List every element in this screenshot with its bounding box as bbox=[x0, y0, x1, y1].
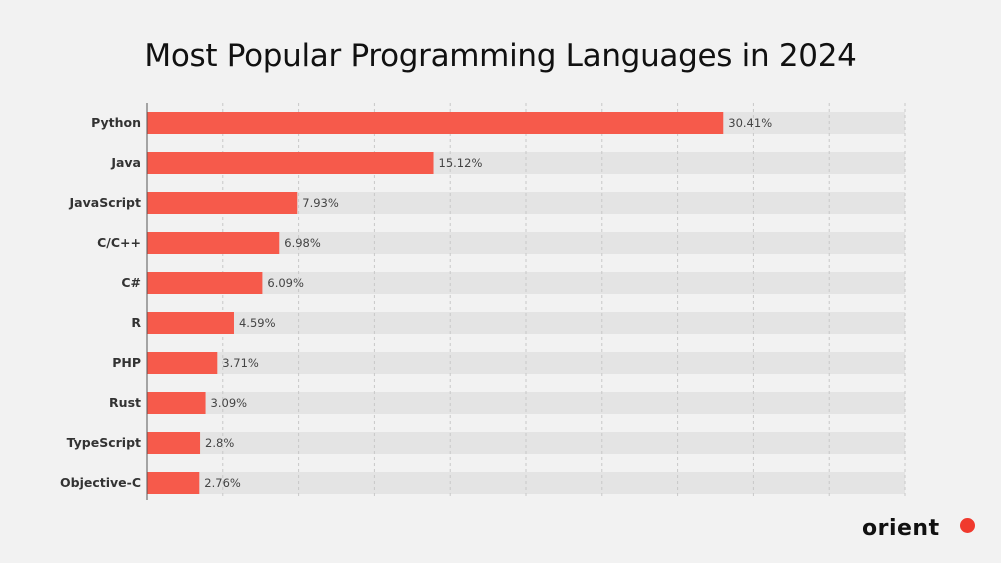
bar-java bbox=[147, 152, 434, 174]
data-label: 6.98% bbox=[284, 236, 321, 250]
data-label: 30.41% bbox=[728, 116, 772, 130]
data-label: 6.09% bbox=[267, 276, 304, 290]
data-label: 3.09% bbox=[211, 396, 248, 410]
bar-r bbox=[147, 312, 234, 334]
bar-track bbox=[147, 432, 905, 454]
bar-c-c- bbox=[147, 232, 280, 254]
orient-logo: orient bbox=[862, 516, 940, 541]
category-label: R bbox=[131, 315, 141, 330]
chart-title: Most Popular Programming Languages in 20… bbox=[144, 38, 857, 74]
data-label: 7.93% bbox=[302, 196, 339, 210]
category-label: JavaScript bbox=[69, 195, 141, 210]
bar-track bbox=[147, 312, 905, 334]
category-label: Objective-C bbox=[60, 475, 141, 490]
category-label: Rust bbox=[109, 395, 141, 410]
bar-rust bbox=[147, 392, 206, 414]
category-label: C/C++ bbox=[97, 235, 141, 250]
bar-track bbox=[147, 192, 905, 214]
category-label: PHP bbox=[112, 355, 141, 370]
logo-dot-icon bbox=[960, 518, 975, 533]
data-label: 2.76% bbox=[204, 476, 241, 490]
category-label: TypeScript bbox=[67, 435, 141, 450]
bar-python bbox=[147, 112, 724, 134]
bar-typescript bbox=[147, 432, 201, 454]
bar-php bbox=[147, 352, 218, 374]
data-label: 3.71% bbox=[222, 356, 259, 370]
bar-c- bbox=[147, 272, 263, 294]
bar-javascript bbox=[147, 192, 298, 214]
category-label: C# bbox=[121, 275, 141, 290]
data-label: 15.12% bbox=[439, 156, 483, 170]
bar-objective-c bbox=[147, 472, 200, 494]
data-label: 2.8% bbox=[205, 436, 234, 450]
data-label: 4.59% bbox=[239, 316, 276, 330]
category-label: Java bbox=[110, 155, 141, 170]
category-label: Python bbox=[91, 115, 141, 130]
